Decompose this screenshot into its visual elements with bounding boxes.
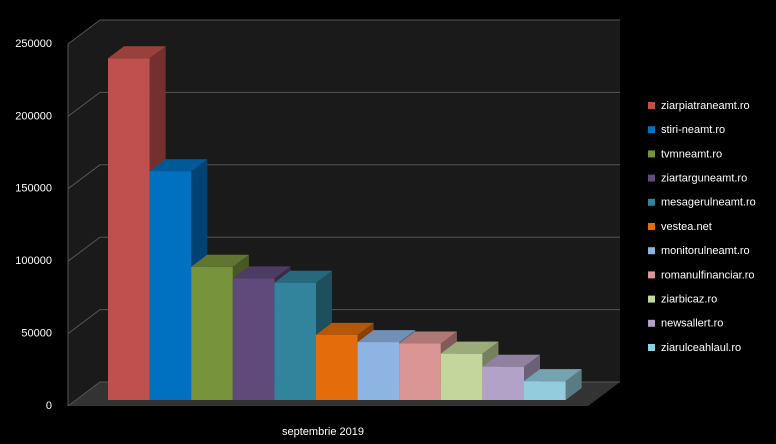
bar	[440, 353, 483, 400]
grid-line	[67, 91, 620, 117]
bar	[316, 334, 358, 400]
bar-top	[357, 330, 416, 343]
legend-label: tvmneamt.ro	[661, 148, 722, 160]
bar-top	[440, 341, 499, 354]
legend-label: mesagerulneamt.ro	[661, 197, 756, 209]
legend-swatch	[648, 150, 655, 158]
bar-top	[108, 46, 166, 59]
legend-label: ziarbicaz.ro	[661, 294, 717, 306]
grid-line	[67, 164, 620, 190]
bar-top-shade	[191, 254, 249, 267]
legend-swatch	[648, 319, 655, 327]
legend-label: vestea.net	[661, 221, 712, 233]
bar-top-shade	[399, 331, 457, 344]
y-tick-label: 200000	[15, 110, 52, 122]
legend-swatch	[648, 344, 655, 351]
grid-line	[67, 19, 620, 45]
legend-swatch	[648, 295, 655, 303]
legend-swatch	[648, 174, 655, 182]
bar-top	[482, 354, 540, 367]
grid-line	[67, 309, 620, 335]
bar-top-shade	[316, 322, 374, 335]
legend-label: stiri-neamt.ro	[661, 124, 725, 136]
legend-label: ziartarguneamt.ro	[661, 173, 747, 185]
bar-top-shade	[482, 354, 540, 367]
bar-top	[191, 254, 249, 267]
bar-top-shade	[108, 46, 166, 59]
legend-swatch	[648, 198, 655, 206]
y-tick-label: 250000	[15, 38, 52, 50]
bar-side	[565, 369, 582, 400]
bar-top	[149, 159, 208, 172]
bar-top-shade	[524, 369, 582, 382]
y-tick-label: 150000	[15, 183, 52, 195]
bar-top	[232, 266, 291, 279]
bar	[357, 342, 400, 400]
legend-swatch	[648, 223, 655, 230]
grid-line	[67, 236, 620, 262]
bar-top-shade	[149, 159, 208, 172]
bar-top-shade	[274, 270, 332, 283]
legend-label: ziarulceahlaul.ro	[661, 342, 741, 354]
legend-swatch	[648, 271, 655, 279]
bar	[399, 343, 441, 400]
bar	[482, 366, 524, 400]
bar	[274, 282, 316, 400]
bar	[149, 171, 192, 400]
bar	[232, 278, 275, 400]
bar	[191, 266, 233, 400]
legend-swatch	[648, 102, 655, 109]
bar-top	[524, 369, 582, 382]
legend-swatch	[648, 126, 655, 134]
legend-label: newsallert.ro	[661, 318, 723, 330]
legend-label: monitorulneamt.ro	[661, 245, 750, 257]
y-tick-label: 50000	[21, 328, 52, 340]
x-tick-label: septembrie 2019	[282, 426, 364, 438]
bar-top-shade	[357, 330, 416, 343]
bar-side-shade	[565, 369, 582, 400]
y-tick-label: 0	[46, 400, 52, 412]
legend-label: ziarpiatraneamt.ro	[661, 100, 750, 112]
bar	[108, 58, 150, 400]
legend-swatch	[648, 247, 655, 255]
bar-top	[274, 270, 332, 283]
bar	[524, 381, 566, 400]
bar-top-shade	[232, 266, 291, 279]
y-tick-label: 100000	[15, 255, 52, 267]
bar-top	[316, 322, 374, 335]
bar-top	[399, 331, 457, 344]
legend-label: romanulfinanciar.ro	[661, 269, 755, 281]
bar-top-shade	[440, 341, 499, 354]
